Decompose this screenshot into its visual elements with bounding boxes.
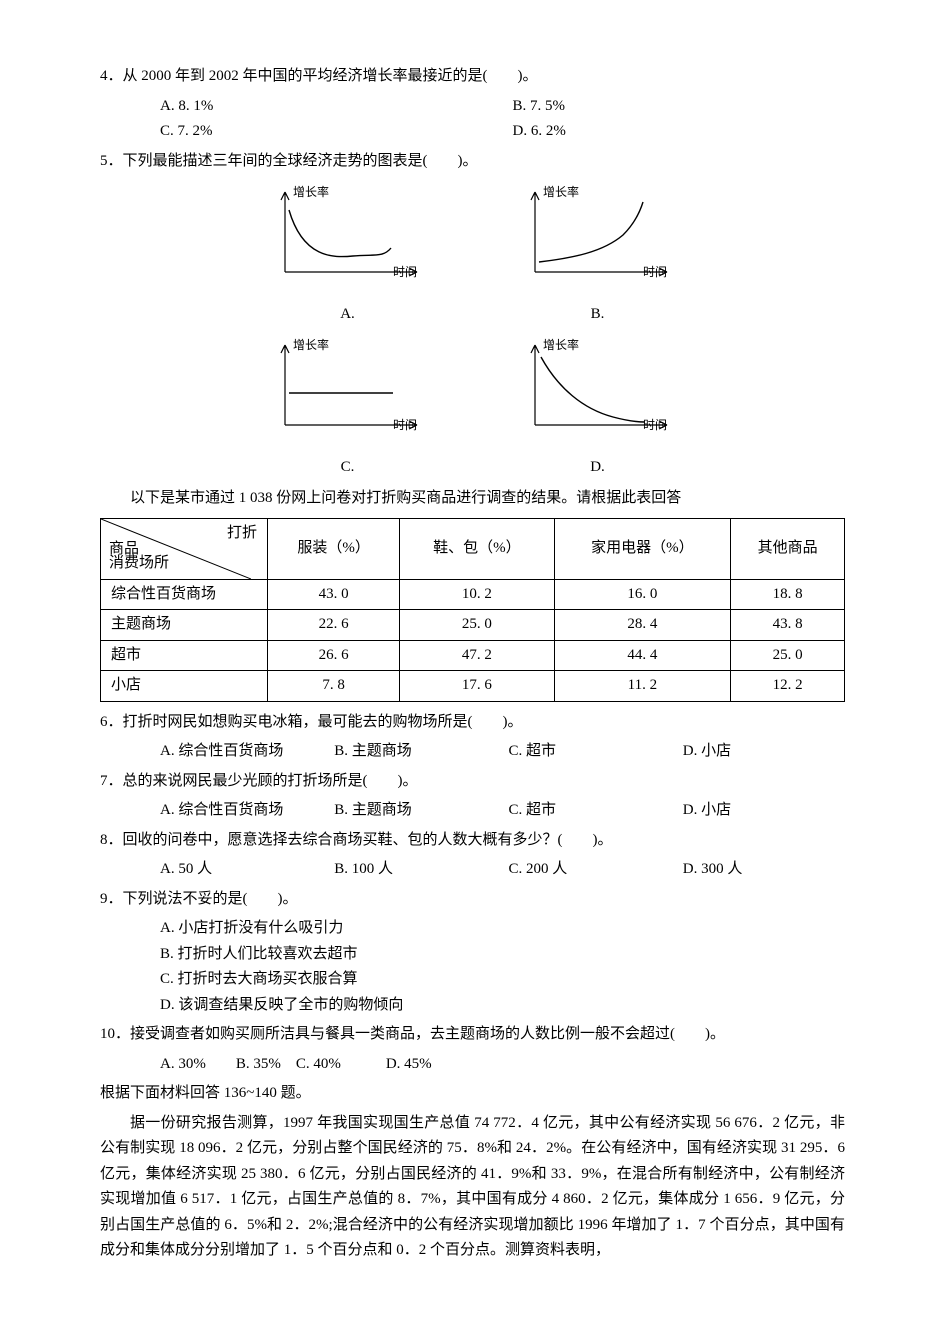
svg-text:时间: 时间 — [643, 418, 667, 432]
table-row: 综合性百货商场 43. 0 10. 2 16. 0 18. 8 — [101, 579, 845, 610]
q5-text: 5．下列最能描述三年间的全球经济走势的图表是( )。 — [100, 149, 845, 175]
q9-opt-c: C. 打折时去大商场买衣服合算 — [160, 967, 845, 993]
chart-b: 增长率时间 B. — [513, 180, 683, 327]
q6-opt-a: A. 综合性百货商场 — [160, 739, 322, 765]
cell: 11. 2 — [554, 671, 731, 702]
q9-text: 9．下列说法不妥的是( )。 — [100, 887, 845, 913]
cell: 22. 6 — [268, 610, 400, 641]
q7-opt-d: D. 小店 — [683, 798, 845, 824]
table-row: 超市 26. 6 47. 2 44. 4 25. 0 — [101, 640, 845, 671]
chart-c-label: C. — [263, 455, 433, 481]
q8-text: 8．回收的问卷中，愿意选择去综合商场买鞋、包的人数大概有多少？( )。 — [100, 828, 845, 854]
col-2: 家用电器（%） — [554, 518, 731, 579]
chart-d: 增长率时间 D. — [513, 333, 683, 480]
q6-options: A. 综合性百货商场 B. 主题商场 C. 超市 D. 小店 — [160, 739, 845, 765]
table-row: 主题商场 22. 6 25. 0 28. 4 43. 8 — [101, 610, 845, 641]
col-3: 其他商品 — [731, 518, 845, 579]
q10-text: 10．接受调查者如购买厕所洁具与餐具一类商品，去主题商场的人数比例一般不会超过(… — [100, 1022, 845, 1048]
table-diag-header: 打折 商品 消费场所 — [101, 518, 268, 579]
svg-text:时间: 时间 — [643, 265, 667, 279]
cell: 18. 8 — [731, 579, 845, 610]
q4-opt-d: D. 6. 2% — [513, 119, 846, 145]
discount-table: 打折 商品 消费场所 服装（%） 鞋、包（%） 家用电器（%） 其他商品 综合性… — [100, 518, 845, 702]
cell: 25. 0 — [400, 610, 554, 641]
q9-opt-d: D. 该调查结果反映了全市的购物倾向 — [160, 993, 845, 1019]
chart-b-svg: 增长率时间 — [513, 180, 683, 290]
chart-d-svg: 增长率时间 — [513, 333, 683, 443]
cell: 7. 8 — [268, 671, 400, 702]
chart-c: 增长率时间 C. — [263, 333, 433, 480]
svg-text:增长率: 增长率 — [293, 337, 329, 352]
cell: 47. 2 — [400, 640, 554, 671]
cell: 28. 4 — [554, 610, 731, 641]
col-1: 鞋、包（%） — [400, 518, 554, 579]
svg-text:时间: 时间 — [393, 418, 417, 432]
q8-opt-d: D. 300 人 — [683, 857, 845, 883]
q5-chart-row-2: 增长率时间 C. 增长率时间 D. — [100, 333, 845, 480]
q4-options: A. 8. 1% B. 7. 5% C. 7. 2% D. 6. 2% — [160, 94, 845, 145]
table-intro: 以下是某市通过 1 038 份网上问卷对打折购买商品进行调查的结果。请根据此表回… — [100, 486, 845, 512]
svg-text:增长率: 增长率 — [293, 184, 329, 199]
row-1-name: 主题商场 — [101, 610, 268, 641]
cell: 10. 2 — [400, 579, 554, 610]
svg-text:时间: 时间 — [393, 265, 417, 279]
cell: 12. 2 — [731, 671, 845, 702]
q7-opt-c: C. 超市 — [509, 798, 671, 824]
q8-opt-a: A. 50 人 — [160, 857, 322, 883]
diag-bot: 消费场所 — [109, 551, 169, 577]
q8-options: A. 50 人 B. 100 人 C. 200 人 D. 300 人 — [160, 857, 845, 883]
svg-text:增长率: 增长率 — [543, 337, 579, 352]
diag-top: 打折 — [227, 521, 257, 547]
q10-options: A. 30% B. 35% C. 40% D. 45% — [160, 1052, 845, 1078]
row-3-name: 小店 — [101, 671, 268, 702]
table-row: 小店 7. 8 17. 6 11. 2 12. 2 — [101, 671, 845, 702]
q7-opt-a: A. 综合性百货商场 — [160, 798, 322, 824]
q4-opt-c: C. 7. 2% — [160, 119, 493, 145]
row-0-name: 综合性百货商场 — [101, 579, 268, 610]
chart-b-label: B. — [513, 302, 683, 328]
q7-text: 7．总的来说网民最少光顾的打折场所是( )。 — [100, 769, 845, 795]
q8-opt-c: C. 200 人 — [509, 857, 671, 883]
q8-opt-b: B. 100 人 — [334, 857, 496, 883]
row-2-name: 超市 — [101, 640, 268, 671]
q7-opt-b: B. 主题商场 — [334, 798, 496, 824]
chart-a-label: A. — [263, 302, 433, 328]
q6-opt-c: C. 超市 — [509, 739, 671, 765]
q9-options: A. 小店打折没有什么吸引力 B. 打折时人们比较喜欢去超市 C. 打折时去大商… — [160, 916, 845, 1018]
q9-opt-a: A. 小店打折没有什么吸引力 — [160, 916, 845, 942]
q4-text: 4．从 2000 年到 2002 年中国的平均经济增长率最接近的是( )。 — [100, 64, 845, 90]
cell: 43. 8 — [731, 610, 845, 641]
chart-c-svg: 增长率时间 — [263, 333, 433, 443]
cell: 44. 4 — [554, 640, 731, 671]
q4-opt-a: A. 8. 1% — [160, 94, 493, 120]
col-0: 服装（%） — [268, 518, 400, 579]
q6-opt-d: D. 小店 — [683, 739, 845, 765]
q5-chart-row-1: 增长率时间 A. 增长率时间 B. — [100, 180, 845, 327]
cell: 16. 0 — [554, 579, 731, 610]
section-instr: 根据下面材料回答 136~140 题。 — [100, 1081, 845, 1107]
svg-text:增长率: 增长率 — [543, 184, 579, 199]
q9-opt-b: B. 打折时人们比较喜欢去超市 — [160, 942, 845, 968]
passage-1: 据一份研究报告测算，1997 年我国实现国生产总值 74 772．4 亿元，其中… — [100, 1111, 845, 1264]
chart-a-svg: 增长率时间 — [263, 180, 433, 290]
q4-opt-b: B. 7. 5% — [513, 94, 846, 120]
q6-opt-b: B. 主题商场 — [334, 739, 496, 765]
cell: 17. 6 — [400, 671, 554, 702]
cell: 26. 6 — [268, 640, 400, 671]
cell: 43. 0 — [268, 579, 400, 610]
q6-text: 6．打折时网民如想购买电冰箱，最可能去的购物场所是( )。 — [100, 710, 845, 736]
chart-a: 增长率时间 A. — [263, 180, 433, 327]
q7-options: A. 综合性百货商场 B. 主题商场 C. 超市 D. 小店 — [160, 798, 845, 824]
chart-d-label: D. — [513, 455, 683, 481]
cell: 25. 0 — [731, 640, 845, 671]
